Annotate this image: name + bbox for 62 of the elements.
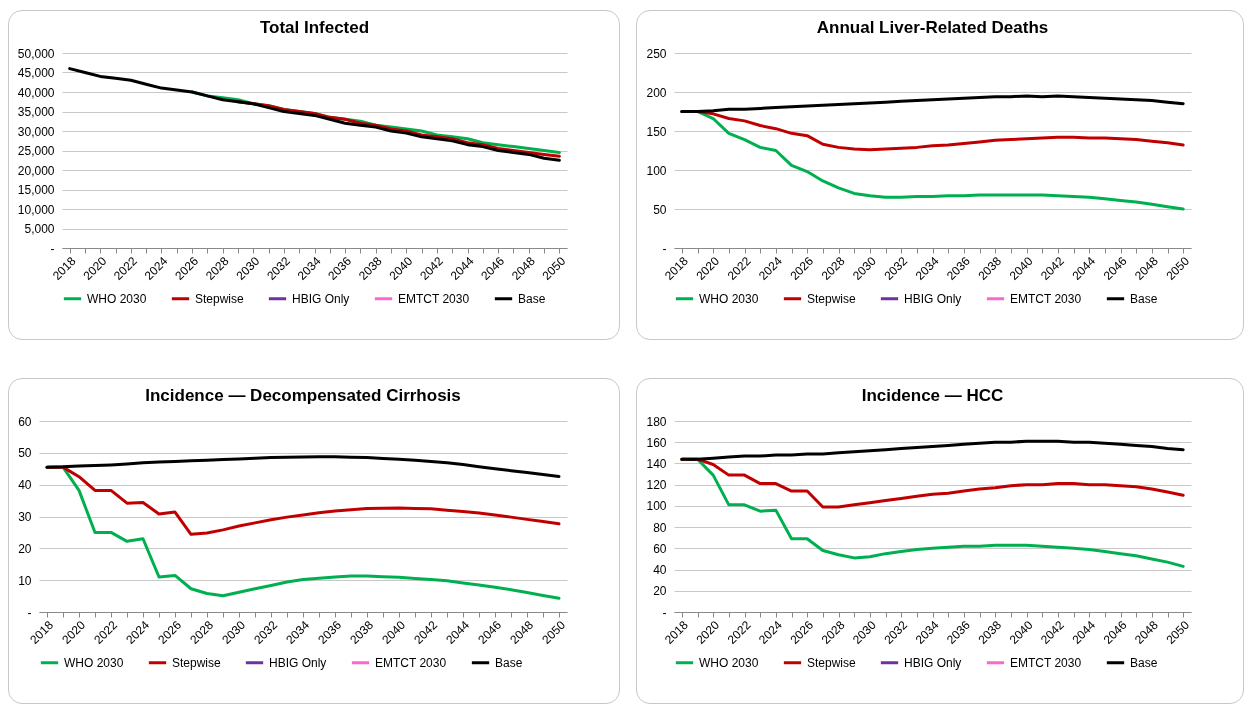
legend-label: Base	[1130, 291, 1158, 306]
y-tick-label: 60	[18, 414, 32, 429]
y-tick-label: -	[50, 241, 55, 256]
legend-label: Stepwise	[807, 655, 857, 670]
legend-label: HBIG Only	[269, 655, 327, 670]
legend-label: WHO 2030	[87, 291, 147, 306]
chart-title: Annual Liver-Related Deaths	[816, 18, 1049, 37]
line-series	[68, 67, 561, 162]
legend-label: WHO 2030	[699, 655, 759, 670]
legend-label: HBIG Only	[292, 291, 350, 306]
line-series	[45, 455, 561, 478]
legend-label: HBIG Only	[904, 655, 962, 670]
y-tick-label: 10	[18, 573, 32, 588]
y-tick-label: 40,000	[17, 85, 55, 100]
legend-label: Stepwise	[172, 655, 222, 670]
y-tick-label: 30	[18, 510, 32, 524]
y-tick-label: 80	[653, 520, 667, 535]
chart-title: Incidence — HCC	[861, 386, 1004, 405]
y-tick-label: 5,000	[24, 222, 55, 236]
y-tick-label: 120	[646, 478, 667, 493]
y-tick-label: 20	[18, 541, 32, 556]
y-tick-label: 30,000	[17, 124, 55, 139]
y-tick-label: 100	[646, 499, 667, 514]
y-tick-label: 200	[646, 85, 667, 100]
y-tick-label: 20,000	[17, 163, 55, 178]
y-tick-label: 40	[653, 563, 667, 578]
legend-label: HBIG Only	[904, 291, 962, 306]
legend-label: Base	[1130, 655, 1158, 670]
y-tick-label: 45,000	[17, 66, 55, 80]
y-tick-label: 150	[646, 124, 667, 139]
chart-title: Incidence — Decompensated Cirrhosis	[145, 386, 461, 405]
legend-label: WHO 2030	[699, 291, 759, 306]
y-tick-label: 25,000	[17, 144, 55, 158]
y-tick-label: 50	[653, 202, 667, 217]
y-tick-label: 50	[18, 446, 32, 461]
y-tick-label: -	[662, 241, 667, 256]
y-tick-label: 60	[653, 541, 667, 556]
y-tick-label: 35,000	[17, 105, 55, 119]
legend-label: Base	[495, 655, 523, 670]
y-tick-label: -	[662, 605, 667, 620]
y-tick-label: 20	[653, 584, 667, 599]
line-series	[680, 94, 1185, 113]
legend-label: EMTCT 2030	[375, 655, 447, 670]
line-series	[680, 439, 1185, 461]
y-tick-label: 160	[646, 435, 667, 450]
y-tick-label: 140	[646, 456, 667, 471]
legend-label: EMTCT 2030	[1010, 655, 1082, 670]
y-tick-label: -	[27, 605, 32, 620]
legend-label: Base	[518, 291, 546, 306]
y-tick-label: 50,000	[17, 46, 55, 61]
legend-label: EMTCT 2030	[1010, 291, 1082, 306]
legend-label: Stepwise	[807, 291, 857, 306]
y-tick-label: 180	[646, 414, 667, 429]
chart-title: Total Infected	[259, 18, 370, 37]
y-tick-label: 40	[18, 478, 32, 493]
legend-label: Stepwise	[195, 291, 245, 306]
y-tick-label: 100	[646, 163, 667, 178]
y-tick-label: 15,000	[17, 183, 55, 197]
legend-label: WHO 2030	[64, 655, 124, 670]
y-tick-label: 10,000	[17, 202, 55, 217]
legend-label: EMTCT 2030	[398, 291, 470, 306]
y-tick-label: 250	[646, 46, 667, 61]
